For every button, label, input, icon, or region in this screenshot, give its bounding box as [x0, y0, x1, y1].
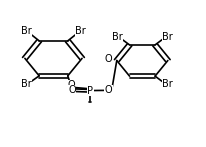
Text: Br: Br: [162, 32, 172, 42]
Text: Br: Br: [20, 26, 31, 36]
Text: O: O: [104, 54, 111, 64]
Text: P: P: [87, 86, 93, 96]
Text: O: O: [68, 85, 75, 95]
Text: Br: Br: [20, 79, 31, 89]
Text: Br: Br: [75, 26, 85, 36]
Text: Br: Br: [111, 32, 122, 42]
Text: Br: Br: [162, 79, 172, 89]
Text: O: O: [104, 85, 112, 95]
Text: O: O: [67, 80, 74, 90]
